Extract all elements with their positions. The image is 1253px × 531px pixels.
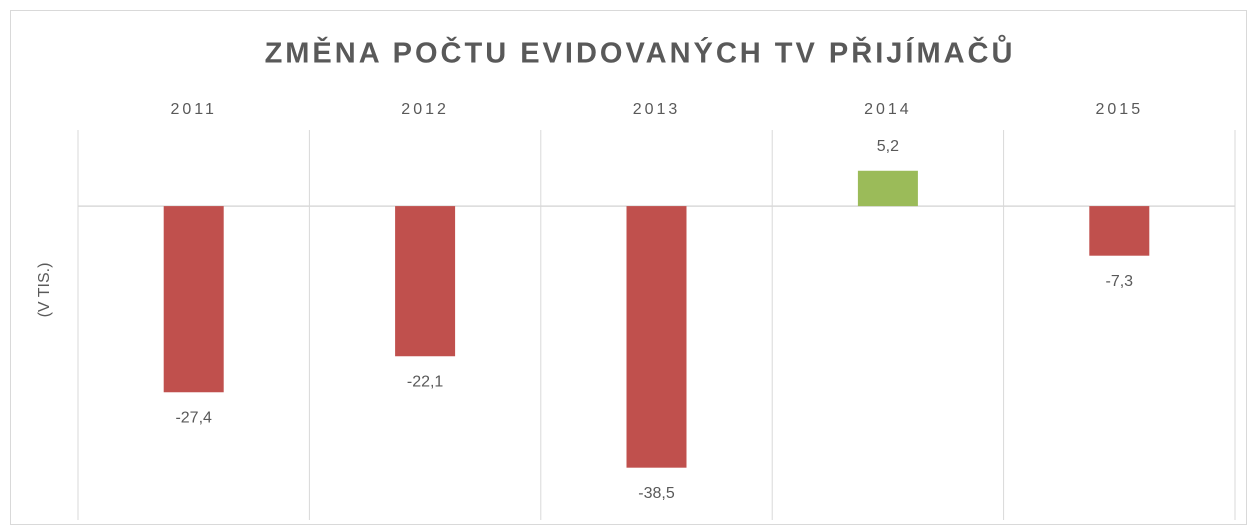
x-tick-label: 2014 [864,101,912,118]
bar [163,206,224,393]
x-tick-label: 2012 [401,101,449,118]
data-label: 5,2 [877,138,899,155]
data-label: -27,4 [175,409,212,426]
bar [857,170,918,207]
x-tick-label: 2015 [1096,101,1144,118]
chart-title: ZMĚNA POČTU EVIDOVANÝCH TV PŘIJÍMAČŮ [265,34,1016,70]
data-label: -38,5 [638,485,675,502]
y-axis-label: (V TIS.) [36,263,53,318]
bar [1089,206,1150,256]
bar [395,206,456,357]
data-label: -7,3 [1106,273,1134,290]
x-tick-label: 2011 [170,101,216,118]
data-label: -22,1 [407,373,444,390]
bar [626,206,687,468]
x-tick-label: 2013 [633,101,681,118]
